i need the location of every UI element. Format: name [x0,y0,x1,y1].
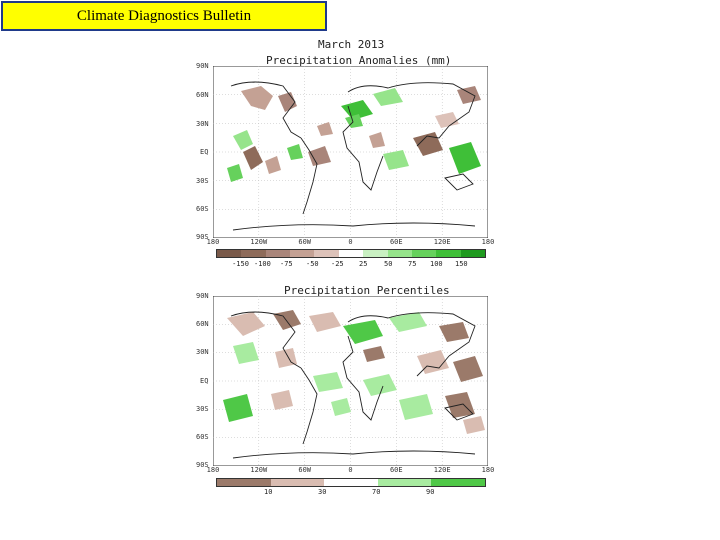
panel2-lon-tick: 0 [348,466,353,474]
colorbar-swatch [431,479,485,486]
colorbar-label: 25 [359,260,368,268]
panel2-lat-tick: 30S [196,405,209,413]
colorbar-label: 10 [264,488,273,496]
coastlines [230,81,476,231]
panel2-lon-tick: 60E [389,466,403,474]
colorbar-swatch [436,250,461,257]
colorbar-label: -50 [306,260,319,268]
colorbar-label: 75 [408,260,417,268]
anomaly-colorbar [216,249,486,258]
panel1-lat-tick: 30N [196,120,209,128]
colorbar-swatch [217,250,242,257]
colorbar-swatch [290,250,315,257]
panel1-lon-tick: 180 [481,238,495,246]
panel2-lat-tick: 60S [196,433,209,441]
panel2-title: Precipitation Percentiles [284,284,450,297]
coastlines [230,311,476,459]
colorbar-label: 100 [430,260,443,268]
percentile-colorbar [216,478,486,487]
anomaly-map [213,66,488,238]
colorbar-swatch [387,250,412,257]
colorbar-swatch [377,479,432,486]
colorbar-swatch [270,479,325,486]
panel2-lat-tick: EQ [200,377,209,385]
colorbar-swatch [460,250,485,257]
panel1-lat-tick: 90S [196,233,209,241]
panel2-lon-tick: 60W [298,466,312,474]
panel1-lon-tick: 60E [389,238,403,246]
colorbar-label: 150 [455,260,468,268]
colorbar-label: -100 [254,260,271,268]
colorbar-swatch [338,250,364,257]
panel1-month-title: March 2013 [318,38,385,51]
panel1-lat-tick: 30S [196,177,209,185]
panel2-lat-tick: 90S [196,461,209,469]
colorbar-label: 70 [372,488,381,496]
anomaly-shading [227,86,481,182]
panel2-lon-tick: 120W [250,466,268,474]
bulletin-title: Climate Diagnostics Bulletin [76,7,252,24]
colorbar-swatch [217,479,271,486]
colorbar-label: 50 [384,260,393,268]
colorbar-label: 30 [318,488,327,496]
panel2-lon-tick: 180 [206,466,220,474]
colorbar-label: -150 [232,260,249,268]
colorbar-swatch [314,250,339,257]
panel1-lat-tick: 60N [196,91,209,99]
panel2-lat-tick: 90N [196,292,209,300]
colorbar-swatch [324,479,378,486]
panel1-lon-tick: 180 [206,238,220,246]
panel1-title: Precipitation Anomalies (mm) [266,54,452,67]
colorbar-swatch [363,250,388,257]
colorbar-swatch [411,250,437,257]
colorbar-label: 90 [426,488,435,496]
percentile-map [213,296,488,466]
panel1-lat-tick: 60S [196,205,209,213]
colorbar-swatch [265,250,291,257]
panel1-lon-tick: 120E [433,238,451,246]
panel1-lat-tick: EQ [200,148,209,156]
panel1-lon-tick: 0 [348,238,353,246]
bulletin-banner: Climate Diagnostics Bulletin [1,1,327,31]
colorbar-label: -75 [280,260,293,268]
colorbar-label: -25 [331,260,344,268]
panel2-lon-tick: 120E [433,466,451,474]
colorbar-swatch [241,250,266,257]
panel2-lat-tick: 60N [196,320,209,328]
panel2-lat-tick: 30N [196,348,209,356]
panel1-lon-tick: 120W [250,238,268,246]
panel1-lat-tick: 90N [196,62,209,70]
panel1-lon-tick: 60W [298,238,312,246]
panel2-lon-tick: 180 [481,466,495,474]
